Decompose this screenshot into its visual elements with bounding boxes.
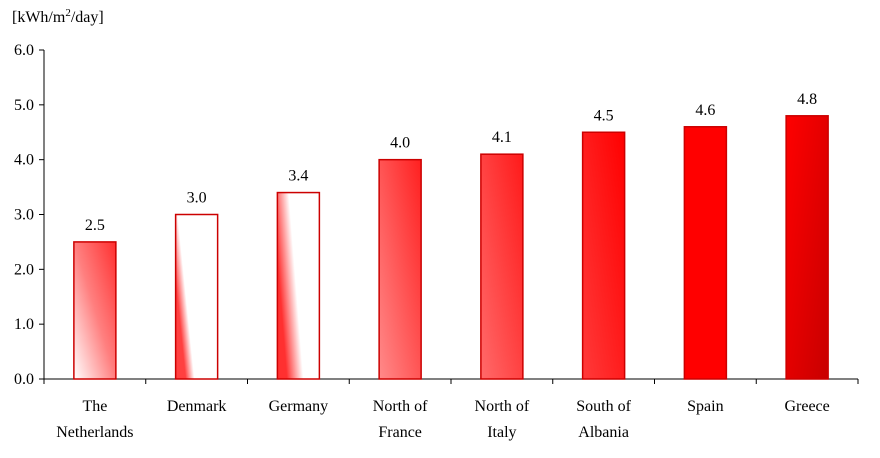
x-category-label: Denmark xyxy=(167,398,227,415)
y-tick-label: 6.0 xyxy=(14,42,34,59)
bar xyxy=(683,126,728,380)
bar xyxy=(581,131,626,380)
x-axis-ticks xyxy=(43,379,859,384)
bar-value-label: 3.4 xyxy=(288,168,308,185)
x-category-label: The Netherlands xyxy=(56,398,133,441)
y-tick-label: 2.0 xyxy=(14,261,34,278)
bar xyxy=(174,213,219,380)
bar xyxy=(378,158,422,380)
y-tick-label: 5.0 xyxy=(14,97,34,114)
y-tick-label: 3.0 xyxy=(14,207,34,224)
x-category-label: South of Albania xyxy=(576,398,631,441)
y-axis-ticks: 0.0 1.0 2.0 3.0 4.0 5.0 6.0 xyxy=(14,42,44,388)
x-category-label: North of Italy xyxy=(475,398,530,441)
bar xyxy=(73,241,117,380)
y-tick-label: 4.0 xyxy=(14,152,34,169)
bar-value-label: 4.1 xyxy=(492,129,512,146)
y-tick-label: 1.0 xyxy=(14,316,34,333)
x-category-label: Spain xyxy=(687,398,723,415)
bars-group xyxy=(73,115,829,380)
bar xyxy=(785,115,829,380)
bar-value-label: 4.8 xyxy=(797,91,817,108)
x-category-label: North of France xyxy=(373,398,428,441)
value-labels-group: 2.5 3.0 3.4 4.0 4.1 4.5 4.6 4.8 xyxy=(85,91,817,234)
bar-value-label: 2.5 xyxy=(85,217,105,234)
category-labels-group: The Netherlands Denmark Germany North of Fran… xyxy=(56,398,830,441)
bar-value-label: 3.0 xyxy=(187,190,207,207)
y-tick-label: 0.0 xyxy=(14,371,34,388)
x-category-label: Germany xyxy=(269,398,329,415)
bar-value-label: 4.0 xyxy=(390,135,410,152)
bar-value-label: 4.6 xyxy=(695,102,715,119)
x-category-label: Greece xyxy=(784,398,829,415)
bar xyxy=(276,191,321,380)
bar-value-label: 4.5 xyxy=(594,107,614,124)
y-axis-unit-label: [kWh/m2/day] xyxy=(12,7,104,26)
bar xyxy=(480,153,524,380)
